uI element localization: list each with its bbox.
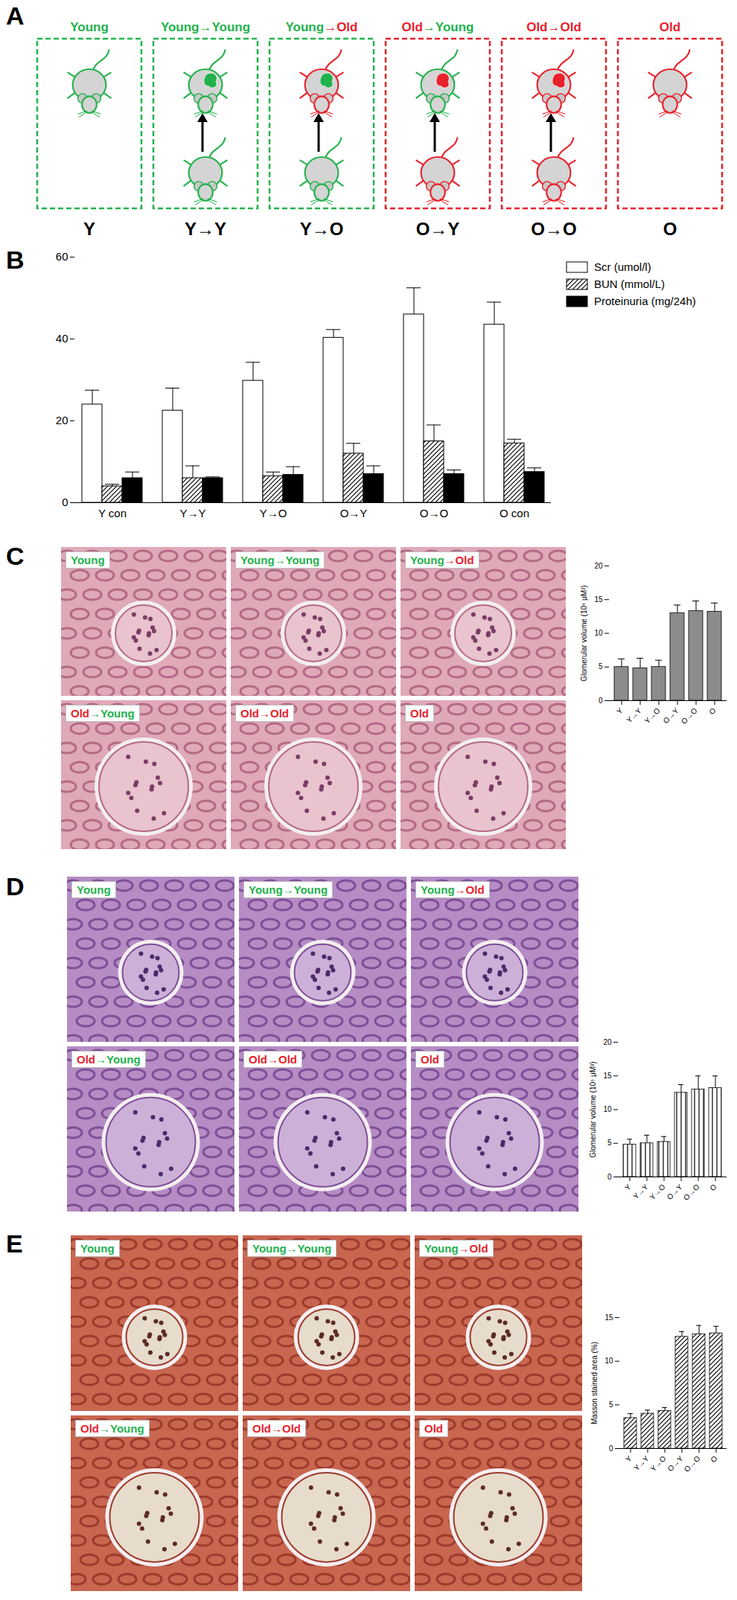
svg-text:Y→O: Y→O — [259, 506, 288, 520]
html-text:C: C — [5, 541, 25, 571]
svg-text:O→Y: O→Y — [665, 1182, 685, 1202]
svg-text:Y→Y: Y→Y — [624, 706, 644, 726]
svg-text:Y→Y: Y→Y — [631, 1182, 650, 1202]
html-text:Old: Old — [420, 1053, 440, 1067]
svg-text:Young→Young: Young→Young — [160, 20, 251, 35]
svg-text:60: 60 — [55, 250, 69, 263]
svg-text:Glomerular volume (10⁵ μM³): Glomerular volume (10⁵ μM³) — [579, 585, 589, 682]
svg-text:Y→O: Y→O — [300, 218, 344, 239]
svg-text:O→Y: O→Y — [666, 1454, 685, 1474]
html-text:Young → Young: Young → Young — [248, 883, 328, 897]
svg-text:Old→Young: Old→Young — [402, 20, 475, 35]
svg-text:10: 10 — [594, 629, 603, 638]
svg-text:0: 0 — [608, 1444, 614, 1454]
svg-text:Y: Y — [623, 1182, 633, 1193]
svg-text:Y: Y — [623, 1454, 634, 1465]
svg-text:20: 20 — [603, 1038, 612, 1047]
svg-text:5: 5 — [608, 1401, 614, 1410]
svg-text:O: O — [663, 218, 678, 239]
html-text:BUN (mmol/L): BUN (mmol/L) — [594, 277, 665, 291]
svg-text:Young→Old: Young→Old — [285, 20, 359, 35]
svg-text:0: 0 — [61, 495, 68, 509]
svg-text:Y→O: Y→O — [648, 1182, 668, 1202]
html-text:Young: Young — [76, 883, 111, 897]
svg-text:Old: Old — [659, 20, 681, 35]
html-text:Scr (umol/l): Scr (umol/l) — [594, 260, 652, 274]
svg-text:O: O — [708, 1454, 719, 1465]
svg-text:Y→Y: Y→Y — [632, 1454, 651, 1474]
html-text:B: B — [5, 245, 25, 274]
html-text:Young → Young: Young → Young — [252, 1242, 332, 1256]
svg-text:O: O — [707, 1182, 718, 1193]
svg-text:15: 15 — [603, 1072, 612, 1081]
svg-text:Y→Y: Y→Y — [179, 506, 206, 520]
html-text:Young → Old: Young → Old — [410, 553, 474, 567]
svg-text:Y: Y — [83, 218, 96, 239]
html-text:Old → Young: Old → Young — [80, 1422, 145, 1436]
svg-text:O→Y: O→Y — [416, 218, 461, 239]
html-text:Young → Old: Young → Old — [424, 1242, 488, 1256]
svg-text:10: 10 — [604, 1357, 614, 1366]
html-text:D: D — [5, 872, 25, 901]
html-text:Old → Old: Old → Old — [248, 1053, 298, 1067]
html-text:Old: Old — [424, 1422, 443, 1436]
svg-text:Y: Y — [614, 706, 625, 717]
svg-text:O→O: O→O — [530, 218, 577, 239]
svg-text:15: 15 — [594, 595, 603, 604]
svg-text:O→O: O→O — [682, 1454, 703, 1474]
html-text:Young → Young: Young → Young — [240, 553, 320, 567]
svg-text:20: 20 — [594, 562, 603, 571]
svg-text:0: 0 — [598, 696, 603, 705]
svg-text:40: 40 — [55, 332, 69, 345]
html-text:Old → Old: Old → Old — [252, 1422, 301, 1436]
svg-text:Y→Y: Y→Y — [184, 218, 227, 239]
svg-text:O→Y: O→Y — [661, 706, 681, 726]
svg-text:5: 5 — [598, 662, 603, 671]
svg-text:Y→O: Y→O — [643, 706, 662, 726]
html-text:E: E — [5, 1229, 23, 1259]
svg-text:Masson stained area (%): Masson stained area (%) — [590, 1342, 599, 1425]
svg-text:O: O — [707, 706, 717, 717]
svg-text:15: 15 — [604, 1313, 614, 1323]
svg-text:Y con: Y con — [98, 506, 127, 520]
svg-text:Young: Young — [69, 20, 109, 35]
html-text:Old → Young: Old → Young — [70, 707, 135, 720]
svg-text:Glomerular volume (10⁵ μM³): Glomerular volume (10⁵ μM³) — [588, 1061, 598, 1158]
svg-text:O→O: O→O — [679, 706, 700, 726]
svg-text:Y→O: Y→O — [649, 1454, 668, 1474]
html-text:A: A — [5, 1, 25, 30]
html-text:Young: Young — [70, 553, 105, 567]
html-text:Old → Old: Old → Old — [240, 707, 289, 720]
html-text:Proteinuria (mg/24h): Proteinuria (mg/24h) — [594, 294, 696, 308]
html-text:Old: Old — [410, 707, 429, 720]
svg-text:O→O: O→O — [681, 1182, 702, 1203]
svg-text:5: 5 — [607, 1139, 612, 1148]
svg-text:Old→Old: Old→Old — [526, 20, 582, 35]
html-text:Old → Young: Old → Young — [76, 1053, 141, 1067]
svg-text:20: 20 — [55, 413, 69, 427]
svg-text:O→O: O→O — [419, 506, 449, 520]
html-text:Young → Old: Young → Old — [420, 883, 485, 897]
svg-text:0: 0 — [607, 1173, 612, 1182]
svg-text:O con: O con — [499, 506, 530, 520]
html-text:Young: Young — [80, 1242, 115, 1256]
svg-text:O→Y: O→Y — [340, 506, 368, 520]
svg-text:10: 10 — [603, 1105, 612, 1114]
